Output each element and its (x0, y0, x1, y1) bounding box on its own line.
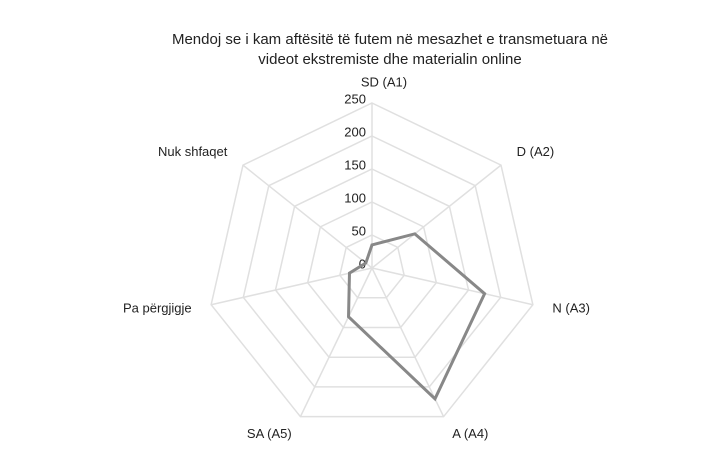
grid-ring (210, 102, 534, 418)
axis-line (210, 267, 373, 306)
series-line (347, 232, 487, 402)
category-label: SA (A5) (247, 426, 292, 441)
category-label: Nuk shfaqet (158, 144, 228, 159)
grid-ring (339, 234, 405, 299)
grid-ring (274, 168, 470, 358)
r-tick-label: 100 (344, 190, 366, 205)
grid-ring (306, 201, 438, 329)
category-label: A (A4) (452, 426, 488, 441)
category-label: N (A3) (552, 301, 590, 316)
r-tick-label: 50 (352, 223, 366, 238)
grid-ring (242, 135, 502, 388)
r-tick-label: 150 (344, 157, 366, 172)
chart-title: Mendoj se i kam aftësitë të futem në mes… (172, 31, 608, 48)
axis-line (371, 267, 445, 417)
category-label: D (A2) (517, 144, 555, 159)
r-tick-label: 250 (344, 91, 366, 106)
chart-title: videot ekstremiste dhe materialin online (258, 51, 521, 68)
category-label: SD (A1) (361, 74, 407, 89)
category-label: Pa përgjigje (123, 301, 192, 316)
axis-line (299, 267, 373, 417)
axis-line (371, 267, 534, 306)
axis-line (371, 164, 502, 269)
r-tick-label: 200 (344, 124, 366, 139)
axis-line (242, 164, 373, 269)
